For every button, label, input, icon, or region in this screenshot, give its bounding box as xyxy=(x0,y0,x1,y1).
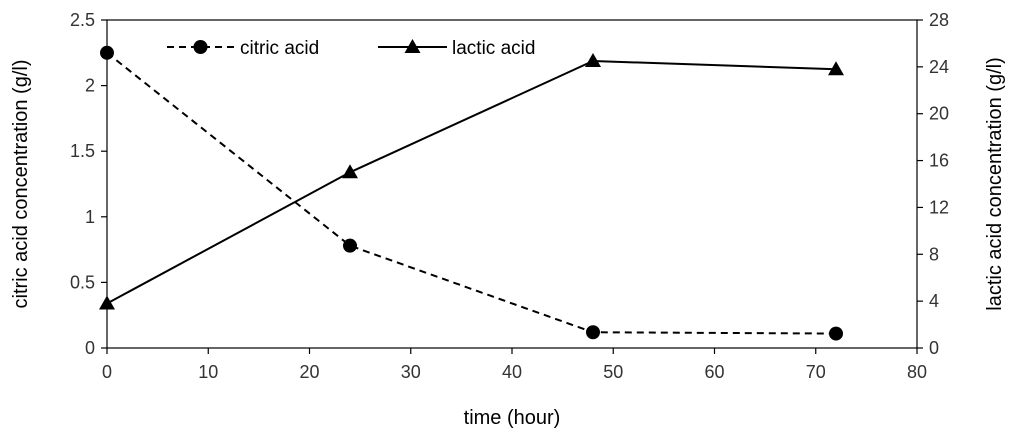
left-y-axis-title: citric acid concentration (g/l) xyxy=(10,60,32,309)
data-point-citric-acid xyxy=(343,238,357,253)
left-y-tick-label: 2 xyxy=(85,76,95,96)
legend-item-lactic-acid: lactic acid xyxy=(378,38,535,59)
right-y-tick-label: 20 xyxy=(929,104,949,124)
left-y-tick-label: 1 xyxy=(85,207,95,227)
right-y-tick-label: 24 xyxy=(929,57,949,77)
data-point-citric-acid xyxy=(586,325,600,340)
data-point-lactic-acid xyxy=(342,164,358,179)
right-y-tick-label: 0 xyxy=(929,338,939,358)
right-y-axis-title: lactic acid concentration (g/l) xyxy=(984,57,1006,310)
right-y-tick-label: 8 xyxy=(929,244,939,264)
left-y-axis-ticks: 0 0.5 1 1.5 2 2.5 xyxy=(70,10,107,358)
legend-citric-acid-marker xyxy=(193,40,208,54)
left-y-tick-label: 1.5 xyxy=(70,141,95,161)
legend-lactic-acid-marker xyxy=(404,39,421,53)
data-point-lactic-acid xyxy=(828,61,844,76)
series-layer xyxy=(99,45,844,341)
right-y-tick-label: 12 xyxy=(929,197,949,217)
data-point-citric-acid xyxy=(100,45,114,60)
data-point-lactic-acid xyxy=(585,53,601,67)
left-y-tick-label: 2.5 xyxy=(70,10,95,30)
x-tick-label: 80 xyxy=(907,362,927,382)
data-point-citric-acid xyxy=(829,326,843,341)
right-y-tick-label: 16 xyxy=(929,151,949,171)
right-y-axis-ticks: 0 4 8 12 16 20 24 28 xyxy=(917,10,949,358)
series-citric-acid xyxy=(100,45,843,341)
series-line-citric-acid xyxy=(106,52,837,335)
left-y-tick-label: 0.5 xyxy=(70,272,95,292)
x-axis-ticks: 0 10 20 30 40 50 60 70 80 xyxy=(102,348,927,382)
x-tick-label: 20 xyxy=(299,362,319,382)
plot-area xyxy=(106,19,918,349)
series-lactic-acid xyxy=(99,53,844,310)
x-tick-label: 70 xyxy=(806,362,826,382)
x-tick-label: 0 xyxy=(102,362,112,382)
data-point-lactic-acid xyxy=(99,295,115,310)
legend-lactic-acid-label: lactic acid xyxy=(452,38,535,59)
right-y-tick-label: 28 xyxy=(929,10,949,30)
x-tick-label: 40 xyxy=(502,362,522,382)
legend: citric acid lactic acid xyxy=(167,38,535,59)
x-tick-label: 60 xyxy=(704,362,724,382)
x-axis-title: time (hour) xyxy=(464,407,561,429)
right-y-tick-label: 4 xyxy=(929,291,939,311)
x-tick-label: 10 xyxy=(198,362,218,382)
legend-citric-acid-label: citric acid xyxy=(240,38,319,59)
x-tick-label: 50 xyxy=(603,362,623,382)
x-tick-label: 30 xyxy=(401,362,421,382)
left-y-tick-label: 0 xyxy=(85,338,95,358)
legend-item-citric-acid: citric acid xyxy=(167,38,319,59)
series-line-lactic-acid xyxy=(106,59,837,305)
plot-frame xyxy=(106,19,918,349)
